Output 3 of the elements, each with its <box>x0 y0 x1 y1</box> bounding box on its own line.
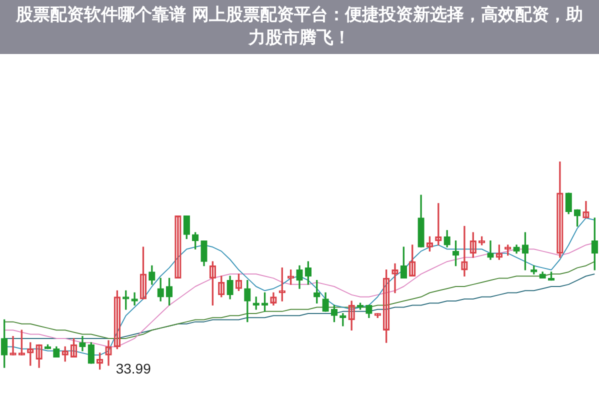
candlestick <box>174 216 182 279</box>
chart-title: 股票配资软件哪个靠谱 网上股票配资平台：便捷投资新选择，高效配资，助力股市腾飞！ <box>0 0 599 54</box>
annotation: 33.99 <box>116 360 152 376</box>
